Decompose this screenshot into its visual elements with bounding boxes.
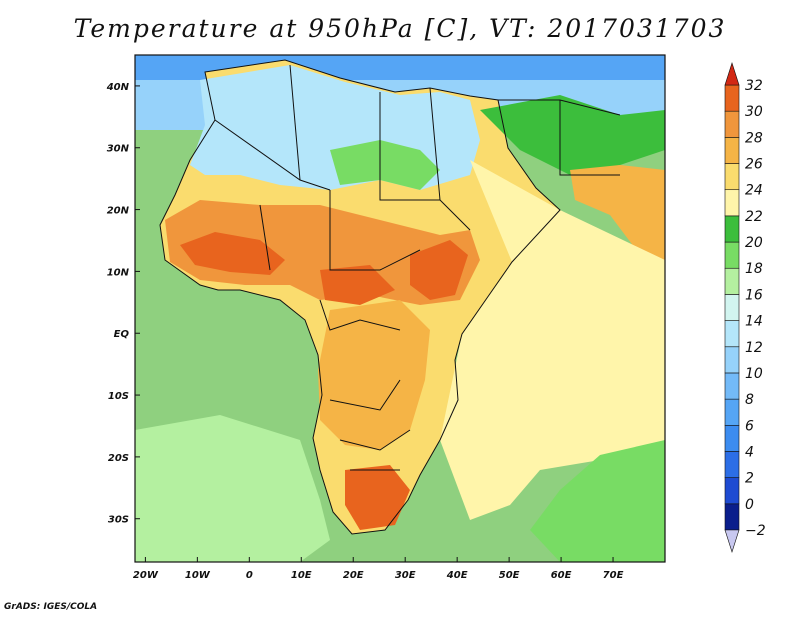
sahara-green-zone (330, 140, 440, 190)
central-africa-warm (318, 300, 430, 450)
lat-tick-label: 10S (108, 391, 129, 402)
colorbar-band (724, 294, 740, 321)
colorbar-band (724, 241, 740, 269)
sahel-hot-band (165, 200, 480, 305)
colorbar-label: 12 (745, 340, 763, 356)
lat-tick-label: 20S (108, 453, 129, 464)
colorbar-band (724, 477, 740, 505)
colorbar-label: 14 (745, 314, 763, 330)
lon-tick-label: 10E (291, 570, 312, 581)
colorbar-band (724, 503, 740, 531)
colorbar-band (724, 163, 740, 191)
colorbar-band (724, 451, 740, 478)
colorbar-band (724, 110, 740, 138)
lat-tick-label: 10N (107, 267, 130, 278)
colorbar-label: 28 (745, 130, 763, 146)
lon-tick-label: 70E (603, 570, 624, 581)
colorbar-label: 30 (745, 104, 763, 120)
lon-tick-label: 10W (185, 570, 211, 581)
longitude-ticks: 20W 10W 0 10E 20E 30E 40E 50E 60E 70E (133, 557, 624, 581)
colorbar-band (724, 137, 740, 164)
lat-tick-label: 40N (106, 82, 130, 93)
colorbar-label: −2 (745, 523, 766, 539)
colorbar-label: 2 (745, 471, 754, 487)
colorbar-band (724, 320, 740, 348)
colorbar-label: 24 (745, 183, 763, 199)
colorbar-label: 6 (745, 418, 754, 434)
indian-ocean-south-cool (530, 440, 665, 562)
colorbar-label: 32 (745, 78, 763, 94)
colorbar-band (724, 189, 740, 217)
map-plot-area (135, 55, 665, 562)
lon-tick-label: 20E (343, 570, 364, 581)
colorbar-under-arrow (724, 529, 740, 553)
colorbar-label: 8 (745, 392, 754, 408)
colorbar-band (724, 215, 740, 243)
colorbar-label: 0 (745, 497, 754, 513)
lon-tick-label: 20W (133, 570, 159, 581)
latitude-ticks: 40N 30N 20N 10N EQ 10S 20S 30S (106, 82, 140, 526)
lat-tick-label: EQ (114, 329, 130, 340)
political-borders (159, 59, 621, 535)
lon-tick-label: 50E (499, 570, 520, 581)
colorbar-band (724, 267, 740, 295)
map-title: Temperature at 950hPa [C], VT: 201703170… (73, 14, 727, 43)
lat-tick-label: 30S (108, 515, 129, 526)
colorbar-label: 16 (745, 287, 763, 303)
central-hot-core (320, 265, 395, 305)
grads-credit: GrADS: IGES/COLA (4, 602, 98, 612)
colorbar-band (724, 398, 740, 426)
lon-tick-label: 60E (551, 570, 572, 581)
colorbar-band (724, 372, 740, 400)
colorbar-band (724, 424, 740, 452)
colorbar-label: 4 (745, 444, 754, 460)
sahel-hottest-core (180, 232, 285, 275)
lat-tick-label: 30N (107, 144, 130, 155)
southern-africa-hot (345, 465, 410, 530)
indian-ocean-warm (440, 160, 665, 520)
colorbar-band (724, 346, 740, 374)
colorbar-label: 26 (745, 157, 763, 173)
colorbar-over-arrow (724, 62, 740, 86)
plot-frame (134, 54, 666, 563)
lon-tick-label: 30E (395, 570, 416, 581)
colorbar-label: 22 (745, 209, 763, 225)
east-africa-hot-core (410, 240, 468, 300)
colorbar-label: 20 (745, 235, 763, 251)
south-atlantic-cool (135, 415, 330, 562)
colorbar-label: 18 (745, 261, 763, 277)
lat-tick-label: 20N (107, 206, 130, 217)
colorbar-band (724, 84, 740, 112)
lon-tick-label: 40E (446, 570, 468, 581)
lon-tick-label: 0 (246, 570, 253, 581)
colorbar-label: 10 (745, 366, 763, 382)
